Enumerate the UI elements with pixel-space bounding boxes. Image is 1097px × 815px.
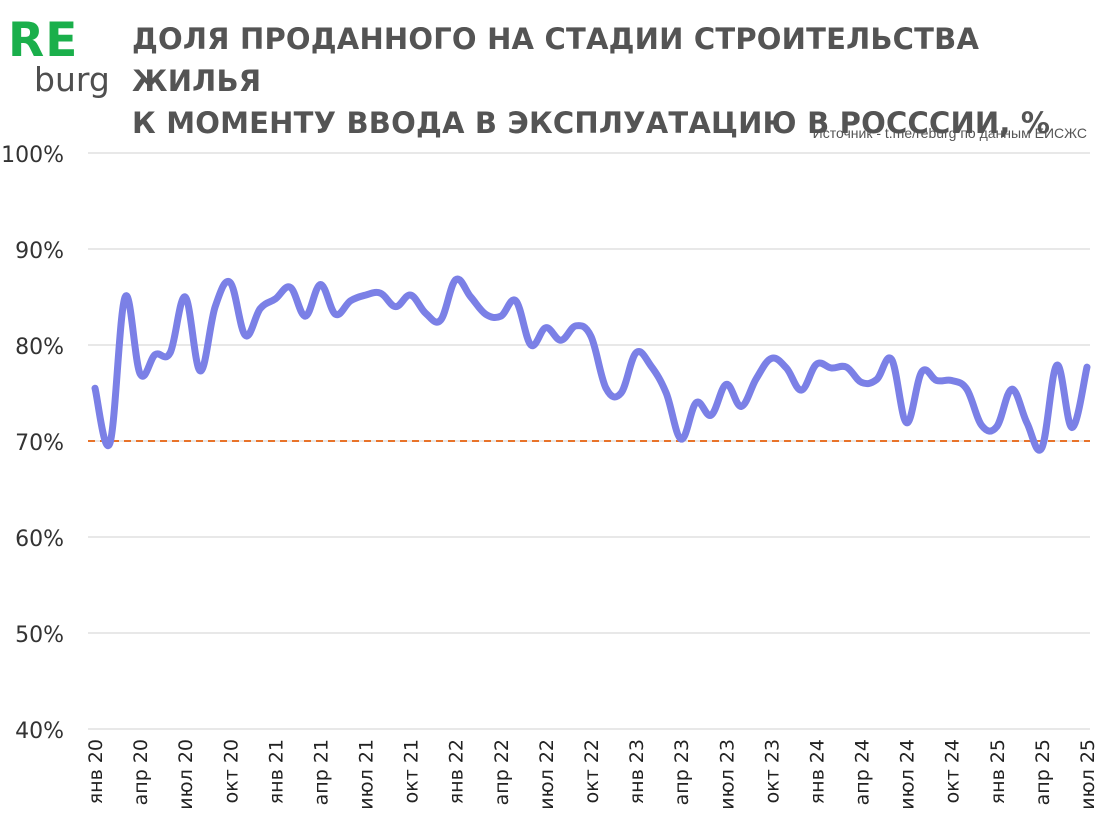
logo-text-re: RE <box>8 13 79 68</box>
y-tick-label: 90% <box>15 239 64 264</box>
series-group <box>91 275 1091 454</box>
x-tick-label: янв 24 <box>807 739 829 804</box>
logo-text-burg: burg <box>34 60 110 99</box>
y-tick-label: 50% <box>15 623 64 648</box>
series-line <box>91 275 1091 454</box>
x-tick-label: апр 24 <box>852 739 874 805</box>
y-tick-label: 70% <box>15 431 64 456</box>
x-tick-label: апр 22 <box>491 739 513 805</box>
x-tick-label: янв 25 <box>987 739 1009 804</box>
x-tick-label: июл 24 <box>897 739 919 810</box>
chart-title: ДОЛЯ ПРОДАННОГО НА СТАДИИ СТРОИТЕЛЬСТВА … <box>132 18 1082 144</box>
x-tick-label: июл 25 <box>1077 739 1097 810</box>
chart-title-line-2: К МОМЕНТУ ВВОДА В ЭКСПЛУАТАЦИЮ В РОСССИИ… <box>132 106 1051 140</box>
x-tick-label: янв 21 <box>265 739 287 804</box>
x-tick-label: апр 25 <box>1032 739 1054 805</box>
x-tick-label: июл 21 <box>356 739 378 810</box>
y-tick-label: 60% <box>15 527 64 552</box>
x-tick-label: апр 20 <box>130 739 152 805</box>
x-tick-label: июл 22 <box>536 739 558 810</box>
x-tick-label: окт 24 <box>942 739 964 803</box>
x-tick-label: янв 23 <box>626 739 648 804</box>
x-axis-tick-labels: янв 20 апр 20 июл 20 окт 20 янв 21 апр 21 июл … <box>85 739 1097 810</box>
x-tick-label: апр 21 <box>311 739 333 805</box>
reburg-logo: RE burg <box>8 13 110 106</box>
y-tick-label: 100% <box>1 143 64 168</box>
chart-title-line-1: ДОЛЯ ПРОДАННОГО НА СТАДИИ СТРОИТЕЛЬСТВА … <box>132 22 980 98</box>
x-tick-label: окт 20 <box>220 739 242 803</box>
x-tick-label: окт 23 <box>761 739 783 803</box>
x-tick-label: июл 20 <box>175 739 197 810</box>
x-tick-label: янв 20 <box>85 739 107 804</box>
gridlines <box>88 152 1090 730</box>
source-note: Источник - t.me/reburg по данным ЕИСЖС <box>812 125 1087 141</box>
x-tick-label: апр 23 <box>671 739 693 805</box>
x-tick-label: окт 21 <box>401 739 423 803</box>
y-axis-tick-labels: 40% 50% 60% 70% 80% 90% 100% <box>1 143 64 744</box>
x-tick-label: янв 22 <box>446 739 468 804</box>
x-tick-label: окт 22 <box>581 739 603 803</box>
y-tick-label: 40% <box>15 719 64 744</box>
x-tick-label: июл 23 <box>716 739 738 810</box>
y-tick-label: 80% <box>15 335 64 360</box>
